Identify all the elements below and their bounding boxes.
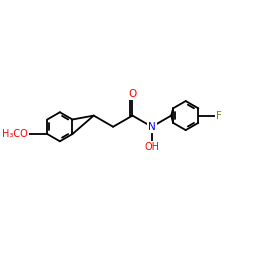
Text: H₃CO: H₃CO [2,129,28,139]
Text: N: N [148,122,156,132]
Text: OH: OH [144,141,159,151]
Text: F: F [216,111,222,120]
Text: O: O [128,89,136,99]
